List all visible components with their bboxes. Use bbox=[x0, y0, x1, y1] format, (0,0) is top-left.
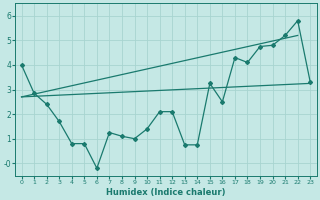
X-axis label: Humidex (Indice chaleur): Humidex (Indice chaleur) bbox=[106, 188, 226, 197]
